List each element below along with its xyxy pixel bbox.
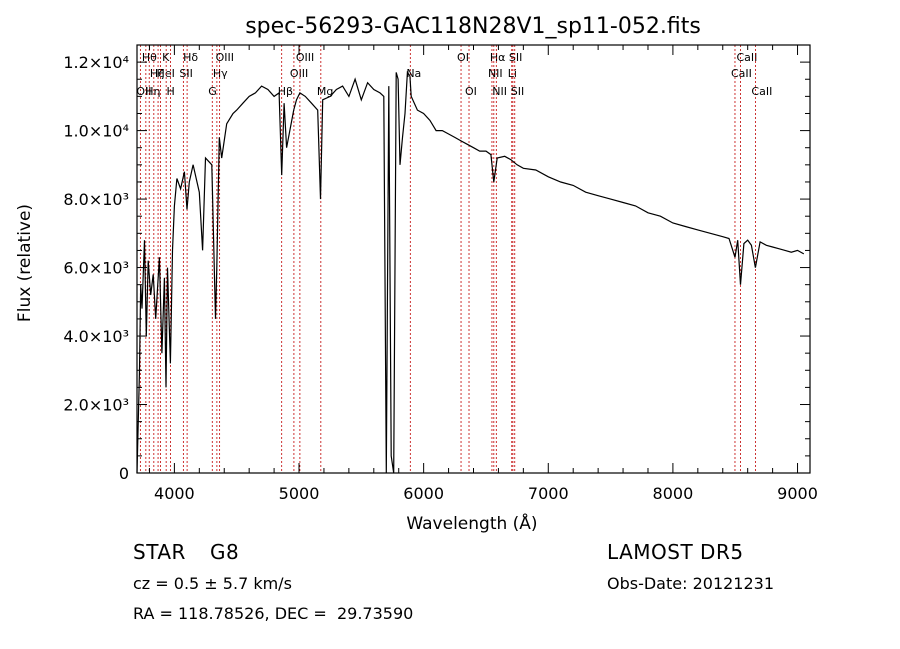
y-tick-label: 8.0×10³ <box>63 190 129 209</box>
spectral-line-label: Hη <box>145 85 160 98</box>
spectral-line-label: HeI <box>157 67 175 80</box>
spectral-line-label: OI <box>465 85 477 98</box>
spectral-line-label: SII <box>509 51 522 64</box>
spectral-line-label: OIII <box>290 67 308 80</box>
x-tick-label: 4000 <box>154 484 195 503</box>
spectral-line-label: Hα <box>490 51 506 64</box>
spectral-line-markers: OIIHθHηHζHeIKHSIIHδGHγOIIIHβOIIIOIIIMgNa… <box>136 45 772 473</box>
y-tick-label: 1.0×10⁴ <box>63 122 129 141</box>
x-axis-label: Wavelength (Å) <box>406 512 537 534</box>
spectral-line-label: Hβ <box>278 85 293 98</box>
spectral-line-label: OII <box>136 85 151 98</box>
spectral-line-label: OIII <box>296 51 314 64</box>
x-tick-label: 8000 <box>653 484 694 503</box>
spectral-line-label: H <box>167 85 175 98</box>
y-axis: 0 2.0×10³ 4.0×10³ 6.0×10³ 8.0×10³ 1.0×10⁴ 1.2×… <box>63 44 810 483</box>
spectral-line-label: CaII <box>736 51 757 64</box>
spectral-line-label: OI <box>457 51 469 64</box>
spectral-line-label: SII <box>179 67 192 80</box>
x-tick-label: 5000 <box>279 484 320 503</box>
y-tick-label: 4.0×10³ <box>63 327 129 346</box>
object-subclass: G8 <box>210 540 240 564</box>
spectral-line-label: CaII <box>731 67 752 80</box>
spectral-line-label: K <box>162 51 170 64</box>
spectral-line-label: NII <box>492 85 507 98</box>
x-axis: 4000 5000 6000 7000 8000 9000 <box>148 45 818 503</box>
spectral-line-label: Mg <box>317 85 333 98</box>
spectral-line-label: NII <box>488 67 503 80</box>
redshift-readout: cz = 0.5 ± 5.7 km/s <box>133 574 292 593</box>
observation-date: Obs-Date: 20121231 <box>607 574 775 593</box>
spectral-line-label: Li <box>508 67 517 80</box>
y-tick-label: 2.0×10³ <box>63 396 129 415</box>
x-tick-label: 6000 <box>403 484 444 503</box>
x-tick-label: 9000 <box>777 484 818 503</box>
spectral-line-label: Hδ <box>183 51 198 64</box>
y-axis-label: Flux (relative) <box>15 204 35 322</box>
spectral-line-label: Hγ <box>213 67 228 80</box>
y-tick-label: 1.2×10⁴ <box>63 53 129 72</box>
x-tick-label: 7000 <box>528 484 569 503</box>
y-tick-label: 0 <box>119 464 129 483</box>
spectrum-series <box>136 70 805 474</box>
coordinates-readout: RA = 118.78526, DEC = 29.73590 <box>133 604 414 623</box>
survey-name: LAMOST DR5 <box>607 540 744 564</box>
chart-title: spec-56293-GAC118N28V1_sp11-052.fits <box>245 14 701 39</box>
y-tick-label: 6.0×10³ <box>63 259 129 278</box>
spectral-line-label: OIII <box>216 51 234 64</box>
spectral-line-label: G <box>208 85 217 98</box>
spectral-line-label: SII <box>511 85 524 98</box>
object-class: STAR <box>133 540 186 564</box>
spectral-line-label: CaII <box>751 85 772 98</box>
